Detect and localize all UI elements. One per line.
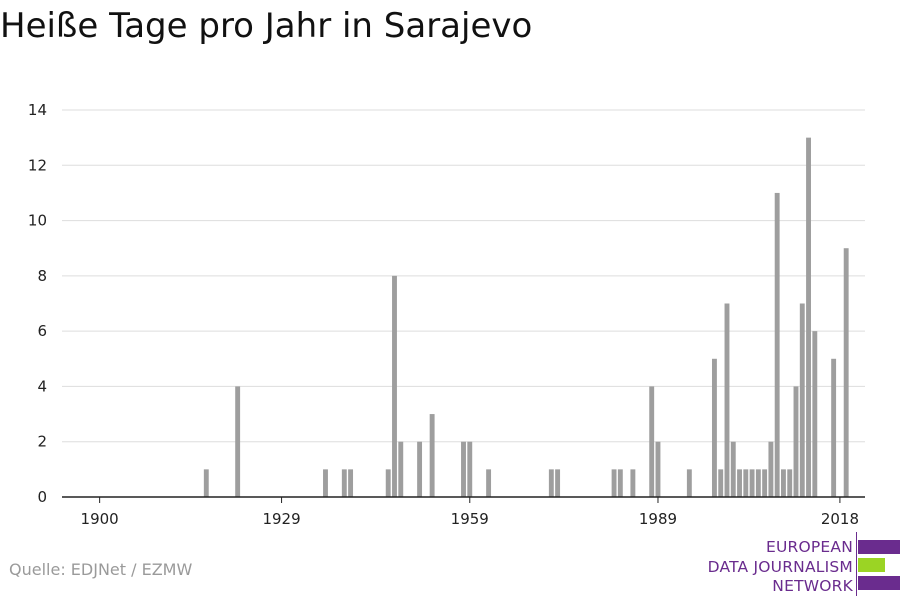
bar <box>398 442 403 497</box>
logo-text-line-1: EUROPEAN <box>700 538 853 556</box>
bar <box>775 193 780 497</box>
bar <box>235 386 240 497</box>
bar <box>323 469 328 497</box>
bar <box>812 331 817 497</box>
x-tick-label: 1929 <box>262 510 300 528</box>
bar <box>731 442 736 497</box>
bar <box>204 469 209 497</box>
y-tick-label: 6 <box>37 322 47 340</box>
bar <box>718 469 723 497</box>
bar <box>656 442 661 497</box>
grid-lines <box>62 110 865 442</box>
bar <box>737 469 742 497</box>
bar <box>800 304 805 498</box>
x-tick-label: 1900 <box>81 510 119 528</box>
bar <box>831 359 836 497</box>
source-note: Quelle: EDJNet / EZMW <box>9 560 192 579</box>
logo-bar-purple-bottom <box>858 576 900 590</box>
edjnet-logo: EUROPEAN DATA JOURNALISM NETWORK <box>700 528 900 596</box>
bar <box>467 442 472 497</box>
bar <box>756 469 761 497</box>
y-tick-label: 8 <box>37 267 47 285</box>
bar <box>687 469 692 497</box>
bar <box>787 469 792 497</box>
bar <box>342 469 347 497</box>
bar <box>630 469 635 497</box>
logo-text-line-3: NETWORK <box>700 577 853 595</box>
bar <box>768 442 773 497</box>
x-tick-label: 1959 <box>451 510 489 528</box>
y-tick-label: 10 <box>28 212 47 230</box>
y-tick-label: 14 <box>28 101 47 119</box>
bar <box>750 469 755 497</box>
bars <box>204 138 849 497</box>
bar <box>743 469 748 497</box>
bar <box>725 304 730 498</box>
y-tick-label: 2 <box>37 433 47 451</box>
bar <box>555 469 560 497</box>
x-tick-label: 2018 <box>821 510 859 528</box>
bar <box>712 359 717 497</box>
logo-text-line-2: DATA JOURNALISM <box>700 558 853 576</box>
bar <box>348 469 353 497</box>
bar <box>386 469 391 497</box>
bar <box>486 469 491 497</box>
bar <box>461 442 466 497</box>
bar <box>612 469 617 497</box>
x-axis: 1900 1929 1959 1989 2018 <box>62 497 865 528</box>
bar <box>794 386 799 497</box>
bar <box>649 386 654 497</box>
bar <box>781 469 786 497</box>
bar <box>844 248 849 497</box>
y-tick-label: 4 <box>37 377 47 395</box>
logo-bar-purple-top <box>858 540 900 554</box>
x-tick-label: 1989 <box>639 510 677 528</box>
bar <box>392 276 397 497</box>
bar <box>549 469 554 497</box>
bar <box>762 469 767 497</box>
bar <box>430 414 435 497</box>
bar <box>618 469 623 497</box>
bar <box>417 442 422 497</box>
y-axis-labels: 0 2 4 6 8 10 12 14 <box>28 101 47 506</box>
logo-divider <box>856 532 857 596</box>
y-tick-label: 0 <box>37 488 47 506</box>
bar <box>806 138 811 497</box>
logo-bar-green <box>858 558 885 572</box>
y-tick-label: 12 <box>28 156 47 174</box>
